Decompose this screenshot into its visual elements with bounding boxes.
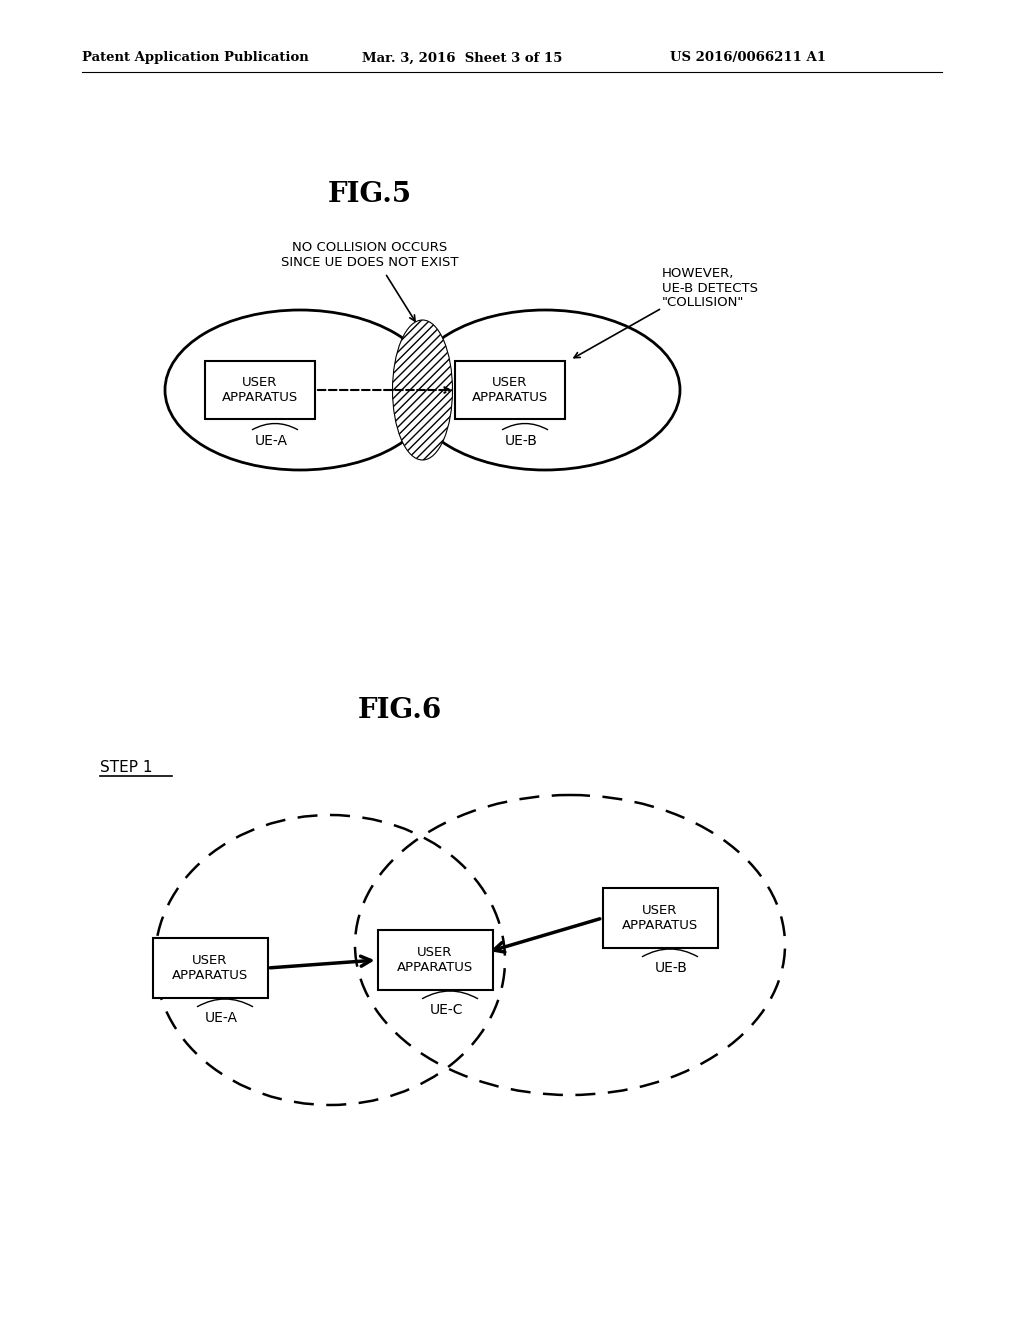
Text: FIG.6: FIG.6 [357,697,442,723]
Text: US 2016/0066211 A1: US 2016/0066211 A1 [670,51,826,65]
Bar [153,939,267,998]
Text: USER
APPARATUS: USER APPARATUS [397,946,473,974]
Text: USER
APPARATUS: USER APPARATUS [622,904,698,932]
Text: USER
APPARATUS: USER APPARATUS [222,376,298,404]
Text: Mar. 3, 2016  Sheet 3 of 15: Mar. 3, 2016 Sheet 3 of 15 [362,51,562,65]
Text: HOWEVER,
UE-B DETECTS
"COLLISION": HOWEVER, UE-B DETECTS "COLLISION" [662,267,758,309]
Bar [602,888,718,948]
Text: STEP 1: STEP 1 [100,760,153,776]
Bar [205,360,315,418]
Text: UE-A: UE-A [205,1011,238,1026]
Ellipse shape [392,319,453,459]
Bar [378,931,493,990]
Text: FIG.5: FIG.5 [328,181,412,209]
Text: UE-A: UE-A [255,434,288,447]
Text: UE-B: UE-B [505,434,538,447]
Text: UE-C: UE-C [430,1003,464,1016]
Text: USER
APPARATUS: USER APPARATUS [172,954,248,982]
Text: Patent Application Publication: Patent Application Publication [82,51,309,65]
Text: UE-B: UE-B [655,961,688,975]
Text: NO COLLISION OCCURS
SINCE UE DOES NOT EXIST: NO COLLISION OCCURS SINCE UE DOES NOT EX… [282,242,459,269]
Bar [455,360,565,418]
Text: USER
APPARATUS: USER APPARATUS [472,376,548,404]
